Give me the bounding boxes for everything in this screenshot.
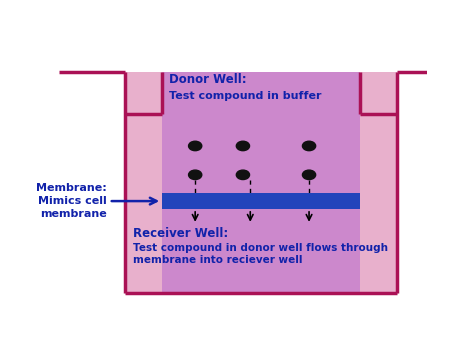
Text: Mimics cell: Mimics cell <box>38 196 107 206</box>
Text: Membrane:: Membrane: <box>36 183 107 193</box>
Bar <box>125 72 397 293</box>
Text: Donor Well:: Donor Well: <box>170 73 247 86</box>
Circle shape <box>237 141 249 151</box>
Circle shape <box>189 141 202 151</box>
Circle shape <box>302 170 316 180</box>
Text: membrane: membrane <box>40 209 107 219</box>
Circle shape <box>189 170 202 180</box>
Text: Test compound in donor well flows through
membrane into reciever well: Test compound in donor well flows throug… <box>133 243 388 265</box>
Bar <box>162 115 360 293</box>
Bar <box>162 72 360 115</box>
Circle shape <box>302 141 316 151</box>
Bar <box>162 193 360 209</box>
Text: Receiver Well:: Receiver Well: <box>133 227 228 240</box>
Circle shape <box>237 170 249 180</box>
Text: Test compound in buffer: Test compound in buffer <box>170 91 322 101</box>
